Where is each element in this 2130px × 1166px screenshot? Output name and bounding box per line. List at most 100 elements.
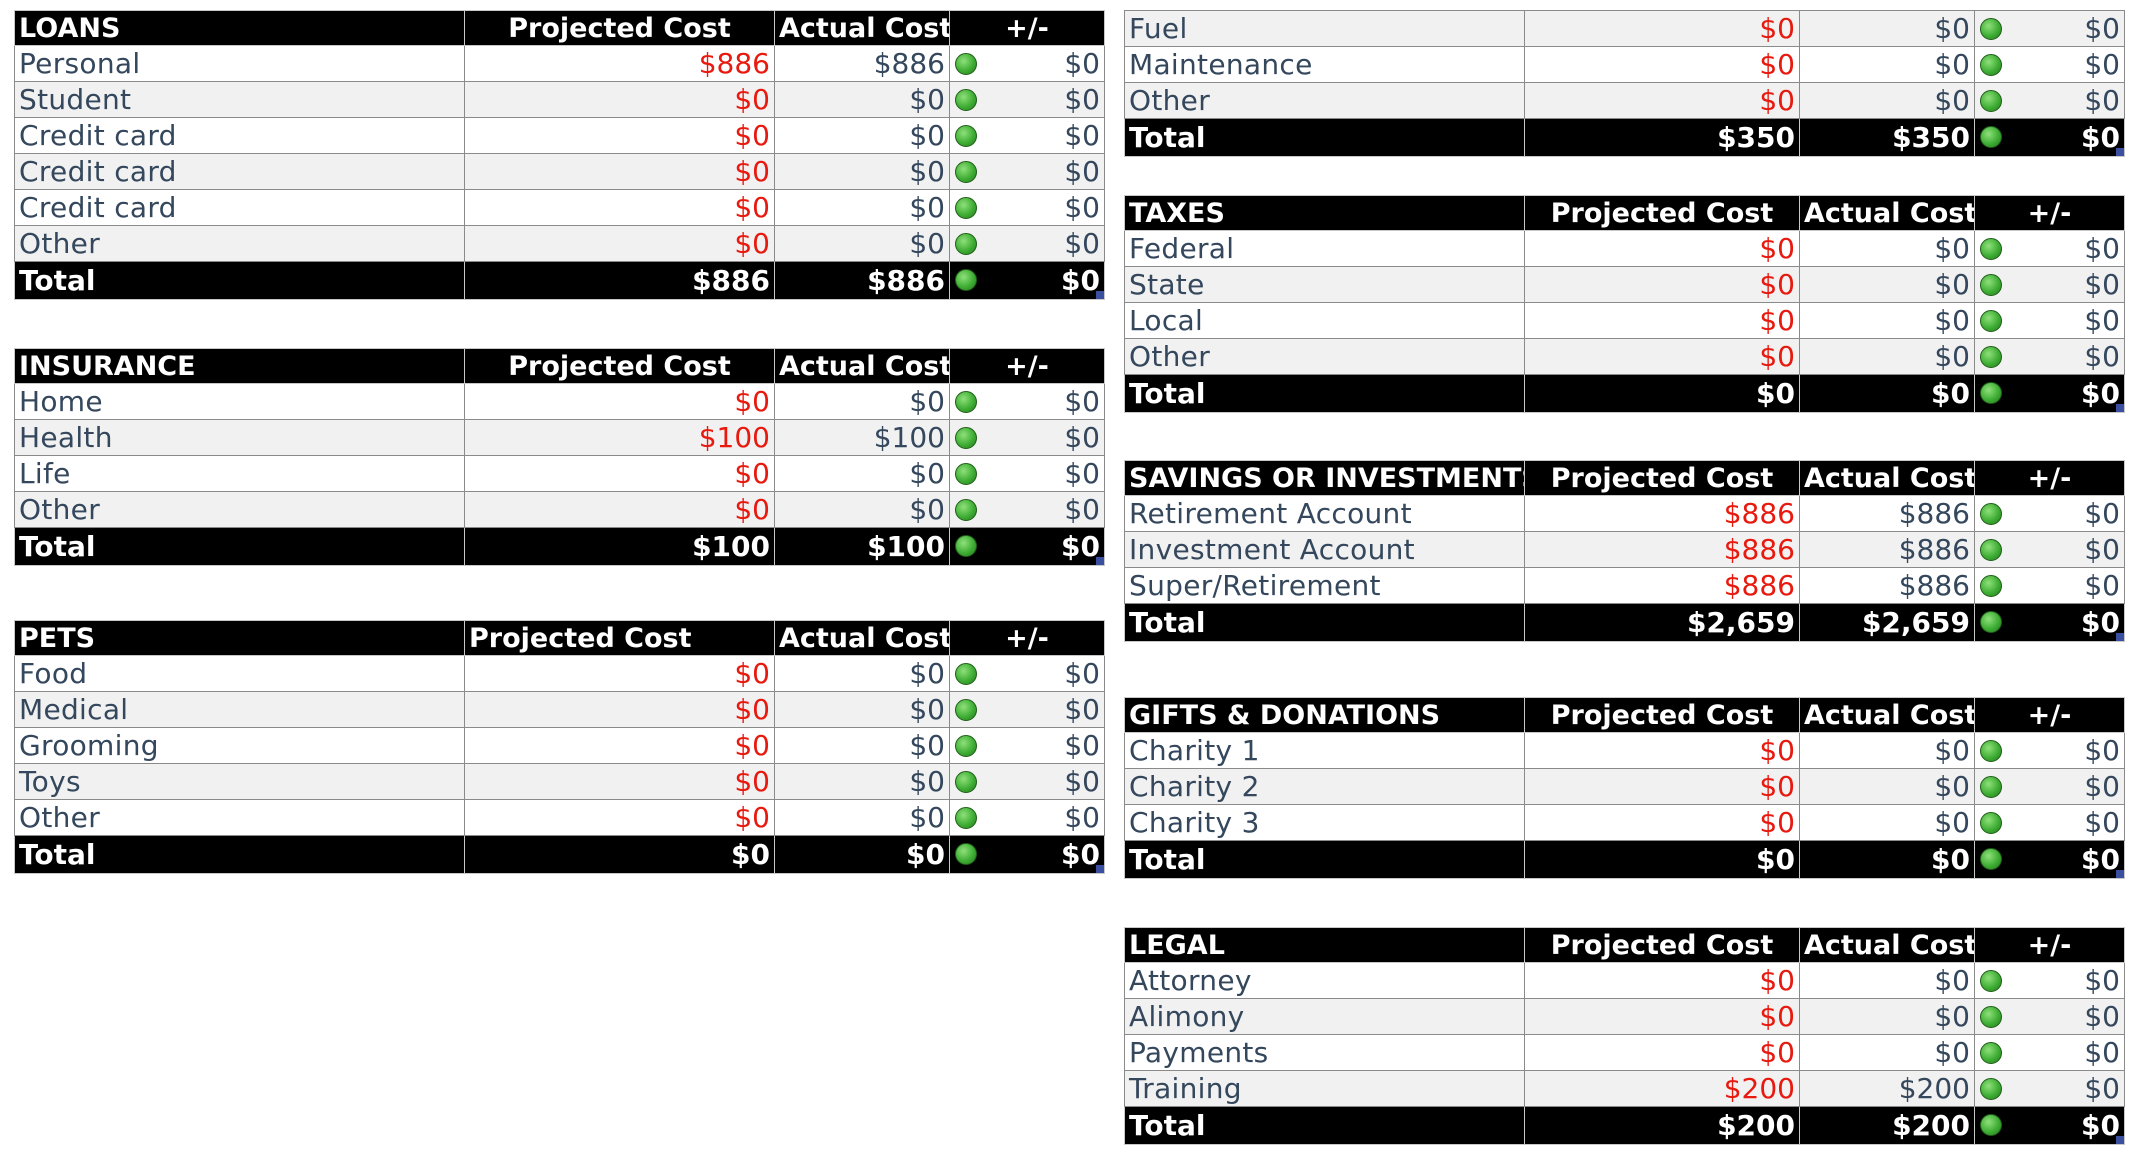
actual-cost-cell[interactable]: $0 xyxy=(1799,82,1975,119)
category-name-cell[interactable]: Other xyxy=(14,491,465,528)
projected-total-cell[interactable]: $200 xyxy=(1524,1106,1800,1145)
projected-cost-cell[interactable]: $0 xyxy=(464,117,775,154)
resize-handle[interactable] xyxy=(2116,404,2124,412)
resize-handle[interactable] xyxy=(2116,870,2124,878)
difference-cell[interactable]: $0 xyxy=(949,81,1105,118)
resize-handle[interactable] xyxy=(1096,557,1104,565)
category-name-cell[interactable]: State xyxy=(1124,266,1525,303)
actual-cost-cell[interactable]: $0 xyxy=(1799,10,1975,47)
category-name-cell[interactable]: Food xyxy=(14,655,465,692)
actual-cost-cell[interactable]: $0 xyxy=(774,225,950,262)
actual-cost-cell[interactable]: $0 xyxy=(774,383,950,420)
difference-cell[interactable]: $0 xyxy=(1974,230,2125,267)
actual-total-cell[interactable]: $0 xyxy=(1799,374,1975,413)
projected-cost-cell[interactable]: $0 xyxy=(464,655,775,692)
difference-cell[interactable]: $0 xyxy=(949,419,1105,456)
projected-cost-cell[interactable]: $0 xyxy=(1524,768,1800,805)
actual-cost-cell[interactable]: $0 xyxy=(1799,230,1975,267)
difference-cell[interactable]: $0 xyxy=(1974,768,2125,805)
category-name-cell[interactable]: Credit card xyxy=(14,153,465,190)
difference-total-cell[interactable]: $0 xyxy=(949,261,1105,300)
actual-cost-cell[interactable]: $886 xyxy=(1799,531,1975,568)
projected-cost-cell[interactable]: $0 xyxy=(1524,302,1800,339)
actual-cost-cell[interactable]: $0 xyxy=(1799,732,1975,769)
difference-total-cell[interactable]: $0 xyxy=(949,527,1105,566)
actual-cost-cell[interactable]: $886 xyxy=(1799,495,1975,532)
actual-cost-cell[interactable]: $0 xyxy=(1799,302,1975,339)
actual-cost-cell[interactable]: $0 xyxy=(774,799,950,836)
actual-cost-cell[interactable]: $0 xyxy=(774,455,950,492)
difference-cell[interactable]: $0 xyxy=(1974,495,2125,532)
actual-total-cell[interactable]: $100 xyxy=(774,527,950,566)
actual-cost-cell[interactable]: $0 xyxy=(1799,1034,1975,1071)
projected-cost-cell[interactable]: $0 xyxy=(464,225,775,262)
category-name-cell[interactable]: Fuel xyxy=(1124,10,1525,47)
difference-cell[interactable]: $0 xyxy=(949,455,1105,492)
projected-cost-cell[interactable]: $0 xyxy=(1524,46,1800,83)
projected-total-cell[interactable]: $886 xyxy=(464,261,775,300)
resize-handle[interactable] xyxy=(2116,148,2124,156)
difference-cell[interactable]: $0 xyxy=(1974,302,2125,339)
category-name-cell[interactable]: Other xyxy=(14,799,465,836)
difference-cell[interactable]: $0 xyxy=(949,383,1105,420)
projected-total-cell[interactable]: $0 xyxy=(464,835,775,874)
projected-total-cell[interactable]: $0 xyxy=(1524,840,1800,879)
projected-cost-cell[interactable]: $0 xyxy=(1524,266,1800,303)
category-name-cell[interactable]: Health xyxy=(14,419,465,456)
category-name-cell[interactable]: Credit card xyxy=(14,189,465,226)
projected-cost-cell[interactable]: $0 xyxy=(1524,732,1800,769)
difference-cell[interactable]: $0 xyxy=(1974,804,2125,841)
projected-cost-cell[interactable]: $0 xyxy=(464,189,775,226)
projected-cost-cell[interactable]: $0 xyxy=(464,727,775,764)
projected-cost-cell[interactable]: $0 xyxy=(464,383,775,420)
category-name-cell[interactable]: Federal xyxy=(1124,230,1525,267)
category-name-cell[interactable]: Other xyxy=(1124,82,1525,119)
difference-cell[interactable]: $0 xyxy=(949,727,1105,764)
actual-cost-cell[interactable]: $0 xyxy=(774,727,950,764)
category-name-cell[interactable]: Charity 1 xyxy=(1124,732,1525,769)
resize-handle[interactable] xyxy=(2116,1136,2124,1144)
category-name-cell[interactable]: Home xyxy=(14,383,465,420)
difference-total-cell[interactable]: $0 xyxy=(1974,374,2125,413)
category-name-cell[interactable]: Student xyxy=(14,81,465,118)
category-name-cell[interactable]: Retirement Account xyxy=(1124,495,1525,532)
difference-total-cell[interactable]: $0 xyxy=(1974,840,2125,879)
difference-cell[interactable]: $0 xyxy=(949,117,1105,154)
category-name-cell[interactable]: Charity 2 xyxy=(1124,768,1525,805)
difference-cell[interactable]: $0 xyxy=(1974,567,2125,604)
difference-cell[interactable]: $0 xyxy=(1974,962,2125,999)
resize-handle[interactable] xyxy=(1096,291,1104,299)
category-name-cell[interactable]: Medical xyxy=(14,691,465,728)
actual-cost-cell[interactable]: $0 xyxy=(1799,998,1975,1035)
actual-cost-cell[interactable]: $886 xyxy=(774,45,950,82)
category-name-cell[interactable]: Alimony xyxy=(1124,998,1525,1035)
actual-cost-cell[interactable]: $0 xyxy=(774,117,950,154)
category-name-cell[interactable]: Attorney xyxy=(1124,962,1525,999)
projected-cost-cell[interactable]: $0 xyxy=(1524,230,1800,267)
actual-total-cell[interactable]: $0 xyxy=(774,835,950,874)
projected-cost-cell[interactable]: $0 xyxy=(464,491,775,528)
category-name-cell[interactable]: Credit card xyxy=(14,117,465,154)
category-name-cell[interactable]: Training xyxy=(1124,1070,1525,1107)
category-name-cell[interactable]: Toys xyxy=(14,763,465,800)
projected-cost-cell[interactable]: $0 xyxy=(1524,82,1800,119)
projected-total-cell[interactable]: $100 xyxy=(464,527,775,566)
category-name-cell[interactable]: Personal xyxy=(14,45,465,82)
difference-cell[interactable]: $0 xyxy=(1974,46,2125,83)
difference-cell[interactable]: $0 xyxy=(949,225,1105,262)
projected-cost-cell[interactable]: $0 xyxy=(464,799,775,836)
difference-cell[interactable]: $0 xyxy=(949,189,1105,226)
projected-cost-cell[interactable]: $0 xyxy=(464,81,775,118)
difference-cell[interactable]: $0 xyxy=(1974,998,2125,1035)
actual-cost-cell[interactable]: $0 xyxy=(774,189,950,226)
difference-cell[interactable]: $0 xyxy=(949,799,1105,836)
projected-cost-cell[interactable]: $0 xyxy=(1524,998,1800,1035)
resize-handle[interactable] xyxy=(1096,865,1104,873)
difference-total-cell[interactable]: $0 xyxy=(949,835,1105,874)
projected-cost-cell[interactable]: $886 xyxy=(1524,567,1800,604)
difference-cell[interactable]: $0 xyxy=(1974,531,2125,568)
difference-cell[interactable]: $0 xyxy=(1974,338,2125,375)
projected-total-cell[interactable]: $2,659 xyxy=(1524,603,1800,642)
category-name-cell[interactable]: Life xyxy=(14,455,465,492)
difference-total-cell[interactable]: $0 xyxy=(1974,1106,2125,1145)
